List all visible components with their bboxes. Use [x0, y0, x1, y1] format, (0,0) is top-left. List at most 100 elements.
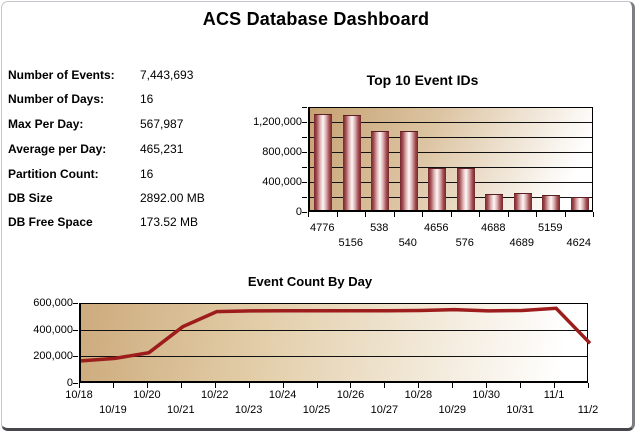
line-chart-xtick-label: 10/27 — [370, 404, 399, 416]
bar-chart-xtick — [365, 212, 366, 217]
bar-chart-xtick — [507, 212, 509, 217]
bar-chart-xtick-label: 540 — [398, 237, 417, 249]
line-chart-xtick — [316, 383, 318, 388]
stat-value: 16 — [140, 92, 154, 106]
line-chart-xtick — [214, 383, 216, 388]
line-chart-xtick-label: 10/21 — [167, 404, 195, 416]
line-chart-xtick — [452, 383, 454, 388]
line-chart-xtick-label: 10/31 — [506, 404, 534, 416]
line-chart-xtick-label: 10/30 — [472, 389, 500, 401]
event-count-by-day-chart: Event Count By Day 0 200,000 400,000 600,00… — [20, 268, 620, 428]
page-title: ACS Database Dashboard — [202, 9, 430, 29]
line-chart-ytick — [73, 356, 78, 358]
line-chart-gridline — [81, 329, 587, 331]
bar-chart-gridline — [310, 167, 592, 168]
bar-chart-title: Top 10 Event IDs — [366, 72, 479, 88]
bar-540 — [399, 131, 418, 210]
bar-chart-gridline — [310, 197, 592, 198]
line-chart-xtick — [248, 383, 250, 388]
line-chart-xtick — [282, 383, 284, 388]
bar-5156 — [342, 115, 361, 210]
line-chart-plot-area — [79, 303, 592, 383]
line-chart-xtick — [486, 383, 488, 388]
bar-chart-gridline — [310, 137, 592, 138]
bar-chart-ytick — [302, 197, 307, 198]
bar-chart-xtick — [393, 212, 395, 217]
stat-label: DB Size — [8, 191, 53, 205]
line-chart-xtick — [588, 383, 589, 388]
bar-538 — [371, 131, 390, 210]
line-chart-title: Event Count By Day — [247, 274, 373, 289]
bar-chart-xtick — [536, 212, 537, 217]
line-chart-xtick — [554, 383, 556, 388]
stat-label: DB Free Space — [8, 215, 93, 229]
bar-chart-xtick — [308, 212, 309, 217]
bar-chart-ytick-label: 400,000 — [262, 176, 302, 188]
bar-chart-xtick-label: 5156 — [338, 237, 363, 249]
bar-chart-ytick — [302, 167, 307, 168]
bar-chart-ytick — [302, 122, 307, 123]
bar-4776 — [314, 114, 333, 210]
stat-value: 7,443,693 — [140, 68, 194, 82]
line-chart-ytick — [73, 383, 78, 384]
line-chart-xtick — [520, 383, 522, 388]
bar-chart-ytick — [302, 182, 307, 183]
line-chart-ytick-label: 0 — [66, 377, 73, 389]
bar-chart-xtick — [593, 212, 594, 217]
line-chart-xtick-label: 10/22 — [200, 389, 229, 401]
line-chart-ytick — [73, 303, 78, 304]
event-count-line — [80, 306, 592, 363]
bar-chart-ytick — [302, 212, 307, 213]
bar-chart-xtick — [564, 212, 566, 217]
bar-chart-ytick — [302, 152, 307, 153]
bar-chart-xtick-label: 538 — [370, 222, 389, 234]
line-chart-xtick — [350, 383, 352, 388]
bar-chart-xtick — [422, 212, 423, 217]
bar-chart-xtick — [450, 212, 452, 217]
bar-chart-xtick — [336, 212, 338, 217]
bar-4624 — [570, 197, 589, 210]
bar-4688 — [485, 194, 504, 210]
line-chart-ytick-label: 400,000 — [33, 323, 73, 336]
stat-label: Number of Events: — [8, 68, 115, 82]
line-chart-xtick-label: 10/26 — [336, 389, 365, 401]
stat-label: Average per Day: — [8, 142, 107, 156]
line-chart-xtick-label: 10/23 — [234, 404, 263, 416]
line-chart-xtick-label: 11/2 — [577, 404, 599, 416]
bar-chart-ytick-label: 1,200,000 — [253, 116, 302, 128]
line-chart-ytick-label: 600,000 — [33, 297, 73, 309]
line-chart-xtick-label: 10/19 — [99, 404, 127, 416]
bar-4689 — [513, 193, 532, 210]
bar-chart-xtick-label: 4776 — [310, 222, 335, 234]
bar-chart-gridline — [310, 182, 592, 183]
line-chart-xtick-label: 10/18 — [65, 389, 93, 401]
bar-chart-ytick — [302, 137, 307, 138]
stat-value: 173.52 MB — [140, 215, 199, 229]
bar-chart-xtick-label: 4689 — [509, 237, 534, 249]
line-chart-xtick-label: 10/20 — [133, 389, 161, 401]
stat-label: Max Per Day: — [8, 117, 84, 131]
bar-chart-xtick — [479, 212, 480, 217]
bar-chart-gridline — [310, 122, 592, 123]
line-chart-xtick — [180, 383, 182, 388]
bar-chart-gridline — [310, 152, 592, 153]
line-chart-xtick — [112, 383, 114, 388]
line-chart-xtick-label: 10/28 — [404, 389, 433, 401]
event-count-polyline — [80, 306, 592, 363]
bar-4656 — [428, 167, 447, 210]
line-chart-xtick — [79, 383, 80, 388]
bar-chart-ytick — [302, 107, 307, 108]
line-chart-ytick — [73, 329, 78, 331]
bar-576 — [456, 168, 475, 210]
line-chart-xtick-label: 11/1 — [543, 389, 565, 401]
bar-chart-ytick-label: 800,000 — [262, 146, 302, 158]
line-chart-xtick — [384, 383, 386, 388]
bar-chart-xtick-label: 576 — [455, 237, 474, 249]
stat-value: 567,987 — [140, 117, 184, 131]
line-chart-xtick — [418, 383, 420, 388]
line-chart-xtick-label: 10/25 — [302, 404, 331, 416]
bar-chart-plot-area — [308, 107, 593, 212]
stat-value: 16 — [140, 167, 154, 181]
stat-value: 465,231 — [140, 142, 184, 156]
line-chart-gridline — [81, 356, 587, 358]
